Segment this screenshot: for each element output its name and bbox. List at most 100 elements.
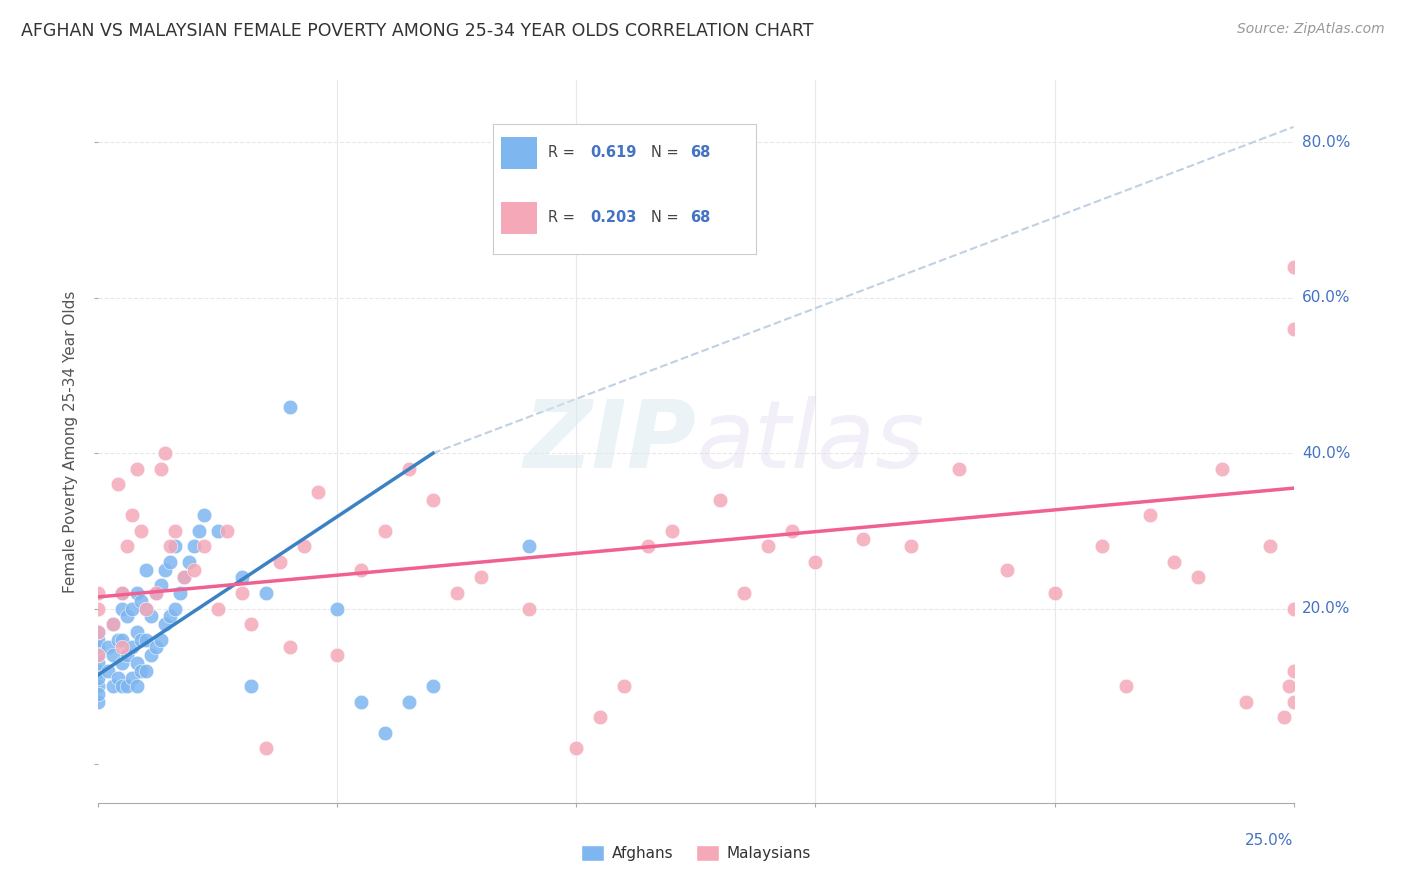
Point: [1091, 540, 1114, 554]
Point: [87, 640, 110, 655]
Point: [254, 586, 277, 600]
Point: [709, 492, 731, 507]
Point: [145, 640, 167, 655]
Point: [269, 555, 291, 569]
Point: [149, 578, 172, 592]
Point: [1234, 695, 1257, 709]
Point: [193, 508, 215, 523]
Point: [111, 586, 134, 600]
Point: [87, 586, 110, 600]
Point: [111, 601, 134, 615]
Point: [111, 632, 134, 647]
Point: [1211, 461, 1233, 475]
Point: [163, 524, 186, 538]
Point: [804, 555, 827, 569]
Point: [87, 648, 110, 663]
Point: [292, 540, 315, 554]
Point: [155, 617, 177, 632]
Point: [183, 563, 205, 577]
Point: [207, 601, 229, 615]
Point: [87, 664, 110, 678]
Text: Source: ZipAtlas.com: Source: ZipAtlas.com: [1237, 22, 1385, 37]
Text: ZIP: ZIP: [523, 395, 696, 488]
Text: 80.0%: 80.0%: [1302, 135, 1350, 150]
Point: [87, 632, 110, 647]
Text: atlas: atlas: [696, 396, 924, 487]
Point: [125, 586, 148, 600]
Text: AFGHAN VS MALAYSIAN FEMALE POVERTY AMONG 25-34 YEAR OLDS CORRELATION CHART: AFGHAN VS MALAYSIAN FEMALE POVERTY AMONG…: [21, 22, 814, 40]
Point: [1043, 586, 1066, 600]
Point: [149, 461, 172, 475]
Point: [179, 555, 201, 569]
Point: [125, 461, 148, 475]
Point: [1282, 695, 1305, 709]
Point: [159, 609, 181, 624]
Point: [1272, 710, 1295, 724]
Point: [307, 485, 329, 500]
Point: [1282, 601, 1305, 615]
Point: [135, 601, 157, 615]
Point: [1187, 570, 1209, 584]
Point: [101, 617, 124, 632]
Point: [733, 586, 755, 600]
Point: [1258, 540, 1281, 554]
Point: [115, 679, 138, 693]
Point: [107, 672, 129, 686]
Point: [139, 648, 162, 663]
Point: [1282, 664, 1305, 678]
Point: [398, 461, 420, 475]
Point: [278, 640, 301, 655]
Point: [169, 586, 191, 600]
Point: [101, 648, 124, 663]
Point: [131, 594, 153, 608]
Point: [278, 400, 301, 414]
Text: 40.0%: 40.0%: [1302, 446, 1350, 460]
Point: [163, 601, 186, 615]
Point: [350, 563, 373, 577]
Point: [107, 477, 129, 491]
Point: [217, 524, 239, 538]
Point: [125, 656, 148, 670]
Point: [115, 540, 138, 554]
Point: [115, 609, 138, 624]
Point: [326, 601, 349, 615]
Point: [852, 532, 875, 546]
Text: 25.0%: 25.0%: [1246, 833, 1294, 848]
Point: [446, 586, 468, 600]
Point: [149, 632, 172, 647]
Point: [517, 540, 540, 554]
Point: [87, 648, 110, 663]
Point: [240, 617, 263, 632]
Point: [87, 687, 110, 701]
Point: [637, 540, 659, 554]
Point: [125, 679, 148, 693]
Point: [374, 726, 396, 740]
Point: [87, 624, 110, 639]
Point: [135, 601, 157, 615]
Point: [756, 540, 779, 554]
Point: [111, 586, 134, 600]
Point: [131, 632, 153, 647]
Point: [661, 524, 683, 538]
Point: [135, 563, 157, 577]
Point: [121, 508, 143, 523]
Point: [139, 609, 162, 624]
Point: [87, 624, 110, 639]
Point: [613, 679, 636, 693]
Point: [183, 540, 205, 554]
Point: [131, 524, 153, 538]
Point: [517, 601, 540, 615]
Point: [948, 461, 970, 475]
Point: [187, 524, 209, 538]
Point: [101, 617, 124, 632]
Point: [173, 570, 195, 584]
Text: 20.0%: 20.0%: [1302, 601, 1350, 616]
Point: [97, 640, 120, 655]
Point: [207, 524, 229, 538]
Point: [159, 540, 181, 554]
Point: [107, 632, 129, 647]
Point: [589, 710, 612, 724]
Point: [101, 679, 124, 693]
Point: [121, 601, 143, 615]
Point: [565, 741, 588, 756]
